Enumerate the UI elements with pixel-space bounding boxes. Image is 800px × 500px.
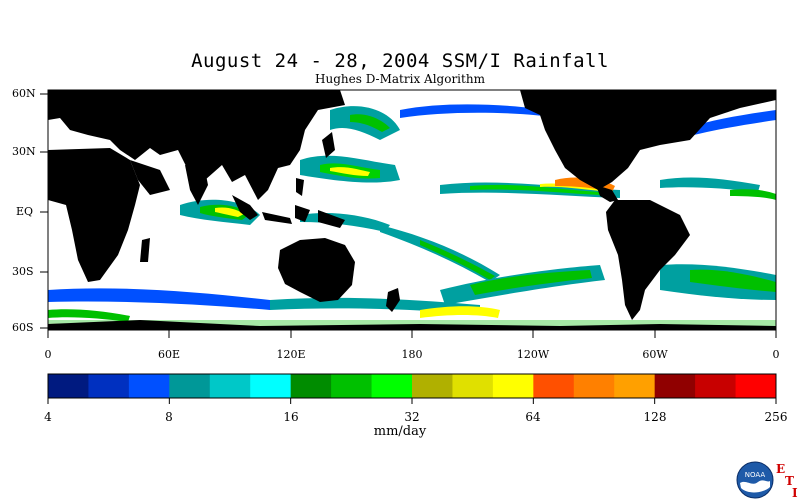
colorbar-tick-labels: 4 8 16 32 64 128 256 — [44, 410, 787, 424]
colorbar-swatch — [48, 374, 89, 398]
eti-logo-letter-e: E — [776, 462, 786, 476]
colorbar-units: mm/day — [373, 424, 427, 439]
lon-label-0-end: 0 — [773, 348, 780, 361]
colorbar-swatch — [331, 374, 373, 398]
lat-label-30n: 30N — [12, 145, 36, 158]
colorbar-swatch — [209, 374, 251, 398]
colorbar-swatch — [290, 374, 332, 398]
cb-label-8: 8 — [165, 410, 173, 424]
eti-logo-letter-i: I — [792, 486, 798, 500]
cb-label-4: 4 — [44, 410, 52, 424]
lat-label-eq: EQ — [16, 205, 33, 218]
colorbar-swatch — [573, 374, 615, 398]
colorbar-swatch — [128, 374, 170, 398]
lon-label-180: 180 — [402, 348, 423, 361]
colorbar — [47, 373, 777, 404]
colorbar-swatch — [452, 374, 494, 398]
cb-label-64: 64 — [525, 410, 541, 424]
longitude-axis: 0 60E 120E 180 120W 60W 0 — [45, 330, 780, 361]
colorbar-swatch — [412, 374, 453, 398]
colorbar-swatch — [654, 374, 696, 398]
noaa-logo: NOAA — [736, 461, 774, 499]
lat-label-60s: 60S — [12, 321, 34, 334]
lon-label-60w: 60W — [642, 348, 668, 361]
cb-label-16: 16 — [283, 410, 298, 424]
lon-label-120w: 120W — [517, 348, 550, 361]
latitude-axis: 60N 30N EQ 30S 60S — [12, 87, 48, 334]
rain-bands — [48, 104, 776, 330]
lat-label-60n: 60N — [12, 87, 36, 100]
cb-label-256: 256 — [765, 410, 788, 424]
colorbar-swatch — [88, 374, 130, 398]
chart-subtitle: Hughes D-Matrix Algorithm — [315, 72, 485, 86]
colorbar-swatch — [169, 374, 211, 398]
lon-label-0: 0 — [45, 348, 52, 361]
colorbar-swatch — [614, 374, 656, 398]
colorbar-swatch — [371, 374, 413, 398]
eti-logo-letter-t: T — [785, 474, 794, 488]
chart-title: August 24 - 28, 2004 SSM/I Rainfall — [191, 50, 609, 72]
colorbar-swatch — [735, 374, 777, 398]
map-panel — [47, 89, 777, 331]
lat-label-30s: 30S — [12, 265, 34, 278]
cb-label-32: 32 — [404, 410, 419, 424]
colorbar-swatch — [533, 374, 575, 398]
lon-label-60e: 60E — [158, 348, 180, 361]
colorbar-swatch — [250, 374, 292, 398]
land-masses — [48, 90, 776, 330]
colorbar-swatch — [695, 374, 737, 398]
cb-label-128: 128 — [644, 410, 667, 424]
colorbar-swatch — [492, 374, 534, 398]
svg-text:NOAA: NOAA — [745, 471, 766, 479]
lon-label-120e: 120E — [276, 348, 305, 361]
